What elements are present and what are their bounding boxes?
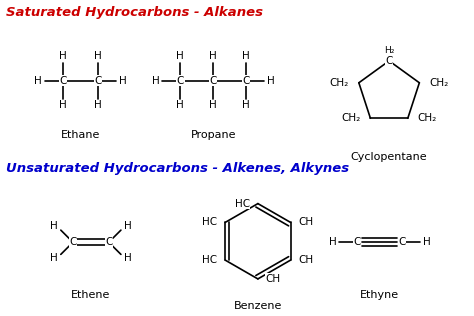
Text: CH: CH — [299, 255, 314, 265]
Text: H: H — [152, 76, 159, 86]
Text: H: H — [124, 221, 132, 231]
Text: H: H — [209, 51, 217, 61]
Text: CH: CH — [299, 217, 314, 228]
Text: H: H — [242, 100, 250, 111]
Text: Unsaturated Hydrocarbons - Alkenes, Alkynes: Unsaturated Hydrocarbons - Alkenes, Alky… — [6, 162, 349, 175]
Text: H: H — [59, 100, 67, 111]
Text: H: H — [209, 100, 217, 111]
Text: C: C — [398, 237, 406, 247]
Text: H: H — [119, 76, 127, 86]
Text: HC: HC — [202, 217, 217, 228]
Text: H: H — [267, 76, 274, 86]
Text: H: H — [124, 253, 132, 263]
Text: CH₂: CH₂ — [329, 78, 349, 88]
Text: C: C — [59, 76, 67, 86]
Text: Ethane: Ethane — [61, 130, 100, 140]
Text: C: C — [69, 237, 77, 247]
Text: C: C — [385, 56, 393, 66]
Text: Ethyne: Ethyne — [360, 290, 399, 300]
Text: CH₂: CH₂ — [418, 113, 437, 123]
Text: Saturated Hydrocarbons - Alkanes: Saturated Hydrocarbons - Alkanes — [6, 6, 264, 19]
Text: C: C — [105, 237, 112, 247]
Text: Benzene: Benzene — [234, 301, 282, 311]
Text: C: C — [242, 76, 250, 86]
Text: H: H — [242, 51, 250, 61]
Text: CH₂: CH₂ — [341, 113, 360, 123]
Text: Ethene: Ethene — [71, 290, 110, 300]
Text: H: H — [328, 237, 337, 247]
Text: CH: CH — [266, 274, 281, 284]
Text: H: H — [176, 51, 184, 61]
Text: C: C — [210, 76, 217, 86]
Text: H: H — [50, 253, 58, 263]
Text: HC: HC — [235, 198, 250, 209]
Text: H: H — [423, 237, 431, 247]
Text: H: H — [94, 100, 102, 111]
Text: H: H — [176, 100, 184, 111]
Text: H: H — [59, 51, 67, 61]
Text: C: C — [354, 237, 361, 247]
Text: H: H — [94, 51, 102, 61]
Text: H: H — [34, 76, 42, 86]
Text: Cyclopentane: Cyclopentane — [351, 152, 428, 162]
Text: CH₂: CH₂ — [429, 78, 448, 88]
Text: H: H — [50, 221, 58, 231]
Text: C: C — [177, 76, 184, 86]
Text: H₂: H₂ — [384, 46, 394, 55]
Text: Propane: Propane — [191, 130, 236, 140]
Text: HC: HC — [202, 255, 217, 265]
Text: C: C — [94, 76, 101, 86]
